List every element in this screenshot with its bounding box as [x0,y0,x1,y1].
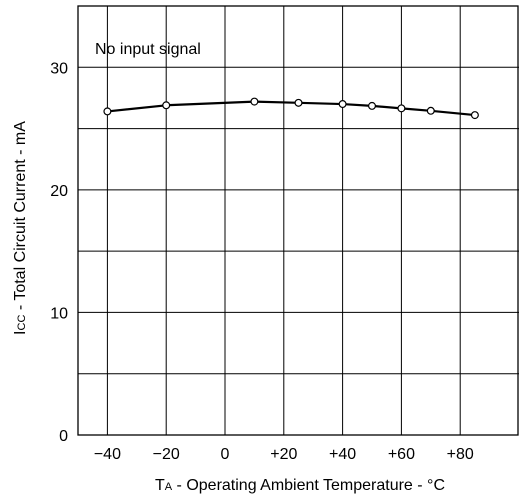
data-point [250,97,259,106]
data-point [368,101,377,110]
annotation: No input signal [95,41,201,58]
grid [78,6,519,435]
data-point [397,104,406,113]
y-axis-label-sub: CC [16,315,28,331]
data-point [103,107,112,116]
data-point [426,106,435,115]
series-line [107,100,476,117]
x-axis-label-sub: A [165,481,173,493]
x-tick-label: +40 [329,446,356,463]
y-tick-label: 10 [50,305,68,322]
y-tick-label: 20 [50,183,68,200]
plot-frame [77,5,519,436]
data-point [162,101,171,110]
y-tick-label: 0 [59,428,68,445]
tick-labels: −40 −20 0 +20 +40 +60 +80 0 10 20 30 [50,60,474,463]
data-point [338,100,347,109]
x-tick-label: +60 [388,446,415,463]
y-axis-label-main: I [12,330,29,334]
x-tick-label: −20 [153,446,180,463]
x-tick-label: −40 [94,446,121,463]
x-axis-label-rest: - Operating Ambient Temperature - °C [172,477,445,494]
x-tick-label: +80 [447,446,474,463]
data-point [294,98,303,107]
y-tick-label: 30 [50,60,68,77]
x-axis-label: TA - Operating Ambient Temperature - °C [155,477,445,494]
x-tick-label: +20 [270,446,297,463]
series-layer [103,97,479,120]
data-point [470,111,479,120]
x-axis-label-main: T [155,477,165,494]
x-tick-label: 0 [221,446,230,463]
y-axis-label: ICC - Total Circuit Current - mA [12,121,29,335]
y-axis-label-rest: - Total Circuit Current - mA [12,121,29,315]
